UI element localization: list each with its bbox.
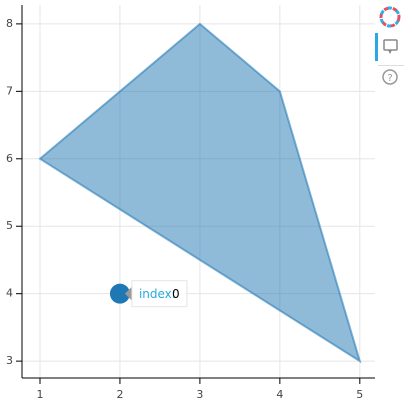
y-tick-label: 6 [6,152,13,165]
tooltip-label: index: [139,287,176,301]
help-icon[interactable]: ? [382,69,398,85]
y-tick-label: 7 [6,84,13,97]
bokeh-logo[interactable] [379,6,401,28]
y-tick-label: 3 [6,354,13,367]
svg-text:?: ? [387,73,392,84]
toolbar: ? [375,6,404,85]
active-indicator [375,33,378,61]
tooltip [131,280,188,308]
x-tick-label: 1 [36,388,43,401]
y-tick-label: 4 [6,287,13,300]
tooltip-value: 0 [172,287,180,301]
x-tick-label: 2 [116,388,123,401]
x-tick-label: 4 [276,388,283,401]
patch [38,22,362,364]
tooltip-arrow [124,286,132,301]
hover-point [109,283,130,304]
y-tick-label: 8 [6,17,13,30]
toolbar-divider [378,65,404,66]
y-tick-label: 5 [6,219,13,232]
x-tick-label: 3 [196,388,203,401]
x-tick-label: 5 [356,388,363,401]
hover-tool-icon[interactable] [383,39,398,54]
